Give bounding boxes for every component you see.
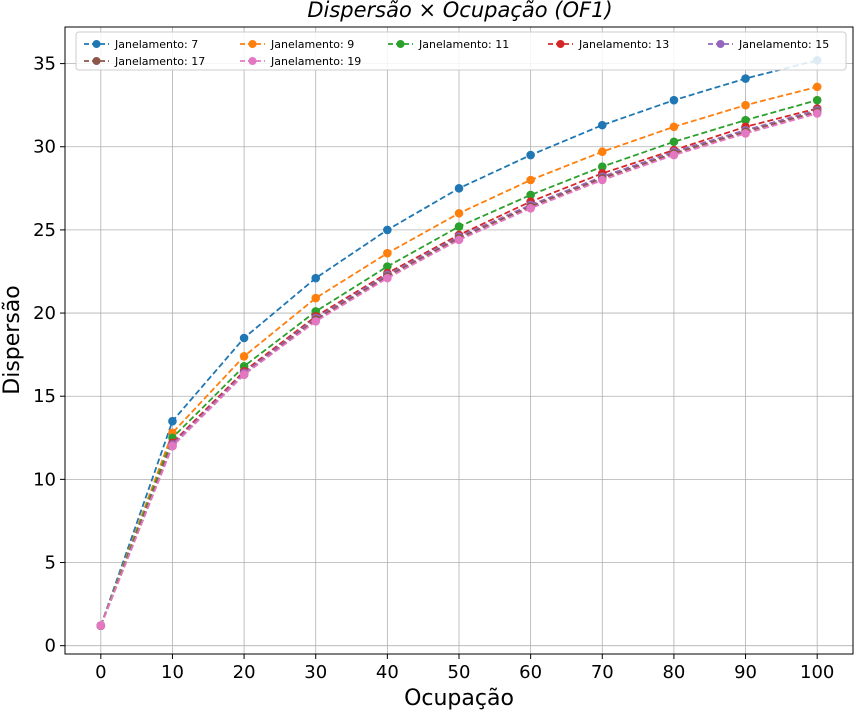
data-point (454, 184, 464, 193)
data-point (741, 129, 750, 138)
data-point (669, 137, 679, 147)
data-point (311, 293, 321, 303)
x-tick-label: 40 (376, 662, 399, 683)
legend-label: Janelamento: 19 (270, 55, 361, 68)
y-tick-label: 30 (33, 137, 56, 158)
y-tick-label: 0 (45, 636, 56, 657)
data-point (526, 175, 535, 185)
legend-label: Janelamento: 17 (114, 55, 205, 68)
data-point (597, 162, 607, 172)
legend-label: Janelamento: 11 (418, 38, 509, 51)
x-tick-label: 50 (448, 662, 471, 683)
chart-title: Dispersão × Ocupação (OF1) (307, 0, 612, 22)
data-point (597, 175, 607, 185)
legend-label: Janelamento: 13 (578, 38, 669, 51)
data-point (812, 95, 822, 105)
legend-label: Janelamento: 7 (114, 38, 198, 51)
x-tick-label: 80 (662, 662, 685, 683)
series-7 (96, 109, 822, 631)
data-point (239, 333, 249, 343)
data-point (669, 122, 679, 132)
y-tick-label: 5 (45, 553, 56, 574)
data-point (383, 262, 392, 271)
data-point (526, 150, 535, 160)
data-point (812, 82, 822, 92)
legend-item: Janelamento: 19 (240, 55, 361, 68)
y-tick-label: 15 (33, 386, 56, 407)
ticks: 0 10 20 30 40 50 60 70 80 90 100 0 5 10 15 20 25 30 35 (33, 54, 834, 683)
data-point (741, 115, 750, 125)
series-layer (96, 55, 822, 631)
legend-item: Janelamento: 7 (84, 38, 198, 51)
legend-item: Janelamento: 11 (388, 38, 509, 51)
data-point (96, 621, 106, 631)
series-1 (96, 55, 822, 631)
y-tick-label: 10 (33, 469, 56, 490)
legend-marker (248, 57, 257, 65)
data-point (168, 441, 177, 451)
legend-item: Janelamento: 15 (708, 38, 829, 51)
x-tick-label: 70 (591, 662, 614, 683)
series-line (99, 112, 818, 627)
legend-marker (556, 40, 565, 48)
data-point (669, 150, 679, 160)
legend-marker (716, 40, 725, 48)
legend-item: Janelamento: 13 (548, 38, 669, 51)
data-point (597, 147, 607, 157)
x-tick-label: 30 (304, 662, 327, 683)
legend-marker (92, 40, 101, 48)
x-tick-label: 20 (233, 662, 256, 683)
data-point (454, 222, 464, 231)
y-tick-label: 20 (33, 303, 56, 324)
data-point (526, 190, 535, 200)
y-tick-label: 25 (33, 220, 56, 241)
data-point (383, 273, 392, 283)
legend-marker (396, 40, 405, 48)
data-point (311, 317, 321, 326)
legend-item: Janelamento: 9 (240, 38, 354, 51)
x-tick-label: 10 (161, 662, 184, 683)
data-point (741, 100, 750, 110)
legend-box (75, 31, 847, 71)
data-point (383, 225, 392, 235)
data-point (454, 208, 464, 218)
legend-label: Janelamento: 15 (738, 38, 829, 51)
y-tick-label: 35 (33, 54, 56, 75)
legend-label: Janelamento: 9 (270, 38, 354, 51)
data-point (741, 74, 750, 83)
data-point (239, 370, 249, 379)
legend-item: Janelamento: 17 (84, 55, 205, 68)
x-tick-label: 100 (800, 662, 834, 683)
legend: Janelamento: 7 Janelamento: 9 Janelamento:… (75, 31, 847, 71)
data-point (597, 120, 607, 130)
data-point (311, 273, 321, 283)
data-point (239, 351, 249, 361)
x-tick-label: 90 (734, 662, 757, 683)
data-point (168, 416, 177, 426)
data-point (812, 109, 822, 118)
data-point (669, 95, 679, 105)
y-axis-label: Dispersão (0, 285, 25, 394)
data-point (526, 203, 535, 213)
legend-marker (92, 57, 101, 65)
data-point (454, 235, 464, 245)
x-tick-label: 60 (519, 662, 542, 683)
data-point (383, 248, 392, 258)
legend-marker (248, 40, 257, 48)
x-axis-label: Ocupação (404, 686, 514, 711)
x-tick-label: 0 (95, 662, 106, 683)
